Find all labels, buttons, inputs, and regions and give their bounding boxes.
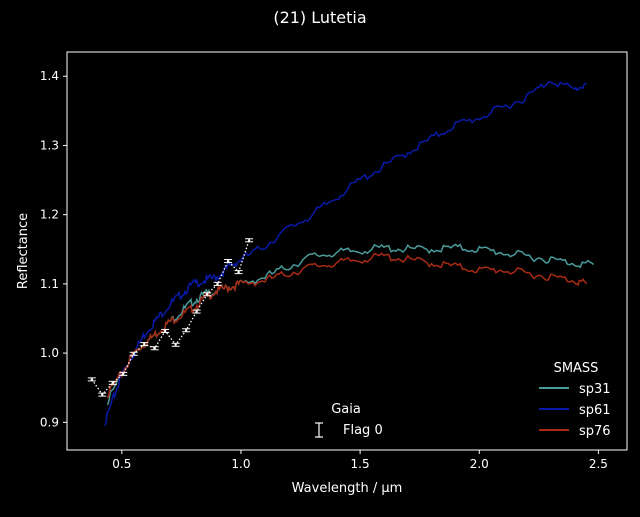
- series-line-sp61: [104, 81, 587, 426]
- gaia-point: [153, 347, 156, 350]
- series-line-gaia: [91, 240, 250, 396]
- series-layer: [87, 81, 595, 426]
- gaia-point: [101, 393, 104, 396]
- legend-label-sp31: sp31: [579, 382, 611, 397]
- gaia-point: [90, 378, 93, 381]
- gaia-point: [237, 270, 240, 274]
- gaia-point: [111, 381, 114, 385]
- gaia-point: [163, 329, 167, 333]
- gaia-point: [143, 342, 146, 346]
- gaia-point: [184, 329, 188, 332]
- x-axis: 0.5 1.0 1.5 2.0 2.5: [112, 450, 608, 471]
- gaia-point: [122, 372, 125, 376]
- y-axis-label: Reflectance: [16, 213, 31, 289]
- gaia-point: [216, 282, 219, 286]
- x-tick-label: 0.5: [112, 457, 131, 471]
- y-axis: 0.9 1.0 1.1 1.2 1.3 1.4: [40, 69, 67, 429]
- y-tick-label: 1.3: [40, 138, 59, 152]
- gaia-legend-entry: Flag 0: [343, 423, 383, 438]
- smass-legend-title: SMASS: [554, 361, 599, 376]
- legend-label-sp61: sp61: [579, 403, 611, 418]
- gaia-point: [195, 310, 198, 313]
- gaia-point: [205, 293, 209, 296]
- y-tick-label: 1.4: [40, 69, 59, 83]
- smass-legend: SMASS sp31 sp61 sp76: [539, 361, 611, 439]
- y-tick-label: 1.1: [40, 277, 59, 291]
- gaia-point: [247, 239, 251, 242]
- x-tick-label: 2.0: [470, 457, 489, 471]
- y-tick-label: 1.0: [40, 346, 59, 360]
- gaia-legend-marker: [315, 422, 323, 438]
- gaia-point: [132, 352, 135, 355]
- y-tick-label: 1.2: [40, 208, 59, 222]
- x-tick-label: 1.0: [231, 457, 250, 471]
- x-tick-label: 1.5: [351, 457, 370, 471]
- series-line-sp76: [106, 252, 588, 399]
- x-axis-label: Wavelength / μm: [292, 481, 403, 496]
- gaia-point: [174, 343, 177, 346]
- gaia-point: [226, 259, 230, 263]
- gaia-legend: Gaia Flag 0: [315, 402, 383, 438]
- y-tick-label: 0.9: [40, 415, 59, 429]
- legend-label-sp76: sp76: [579, 424, 611, 439]
- plot-frame: [66, 51, 628, 451]
- gaia-legend-title: Gaia: [331, 402, 361, 417]
- x-tick-label: 2.5: [589, 457, 608, 471]
- chart-title: (21) Lutetia: [273, 8, 367, 27]
